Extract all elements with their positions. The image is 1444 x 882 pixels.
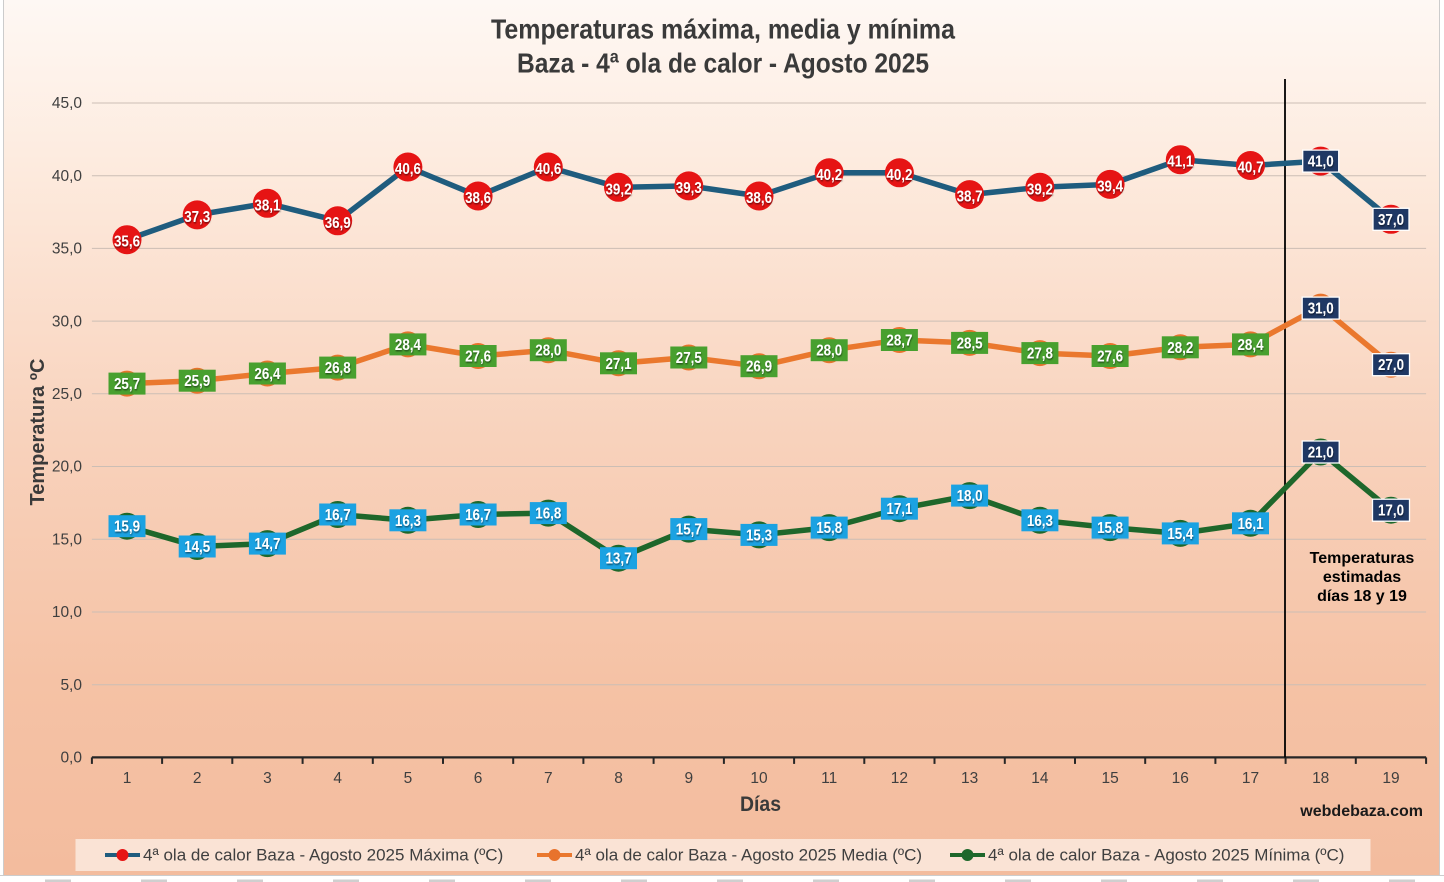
svg-text:41,0: 41,0: [1308, 154, 1334, 171]
svg-text:39,4: 39,4: [1097, 178, 1123, 195]
svg-text:25,0: 25,0: [52, 386, 83, 403]
svg-text:27,0: 27,0: [1378, 357, 1404, 374]
svg-text:7: 7: [544, 770, 553, 787]
svg-text:4: 4: [333, 770, 342, 787]
svg-text:4ª ola de calor Baza - Agosto: 4ª ola de calor Baza - Agosto 2025 Máxim…: [143, 846, 503, 865]
svg-text:26,4: 26,4: [254, 366, 280, 383]
svg-text:37,0: 37,0: [1378, 212, 1404, 229]
svg-text:14,5: 14,5: [184, 539, 210, 556]
svg-text:1: 1: [123, 770, 132, 787]
svg-text:15,8: 15,8: [1097, 520, 1123, 537]
svg-text:38,7: 38,7: [957, 189, 983, 206]
svg-text:28,5: 28,5: [957, 335, 983, 352]
svg-text:26,8: 26,8: [325, 360, 351, 377]
svg-text:13: 13: [961, 770, 978, 787]
svg-text:15: 15: [1101, 770, 1118, 787]
svg-text:11: 11: [821, 770, 837, 787]
svg-text:26,9: 26,9: [746, 359, 772, 376]
svg-text:38,6: 38,6: [746, 190, 772, 207]
svg-text:28,7: 28,7: [886, 333, 912, 350]
svg-text:14: 14: [1031, 770, 1049, 787]
svg-text:31,0: 31,0: [1308, 301, 1334, 318]
svg-text:38,6: 38,6: [465, 190, 491, 207]
svg-text:28,0: 28,0: [816, 343, 842, 360]
svg-text:Días: Días: [740, 793, 781, 816]
svg-text:5: 5: [404, 770, 413, 787]
svg-text:16,7: 16,7: [465, 507, 491, 524]
svg-text:Temperaturas: Temperaturas: [1310, 550, 1415, 567]
svg-text:39,2: 39,2: [606, 181, 632, 198]
svg-text:40,6: 40,6: [395, 161, 421, 178]
svg-text:18,0: 18,0: [957, 488, 983, 505]
svg-text:12: 12: [891, 770, 908, 787]
svg-text:17,1: 17,1: [886, 501, 912, 518]
svg-text:días 18 y 19: días 18 y 19: [1317, 588, 1407, 605]
svg-text:39,3: 39,3: [676, 180, 702, 197]
svg-text:37,3: 37,3: [184, 209, 210, 226]
svg-text:4ª ola de calor Baza - Agosto: 4ª ola de calor Baza - Agosto 2025 Mínim…: [988, 846, 1344, 865]
svg-text:38,1: 38,1: [254, 197, 280, 214]
svg-text:30,0: 30,0: [52, 313, 83, 330]
svg-text:28,4: 28,4: [1238, 337, 1264, 354]
svg-text:16: 16: [1172, 770, 1189, 787]
svg-text:17,0: 17,0: [1378, 503, 1404, 520]
svg-text:40,0: 40,0: [52, 168, 83, 185]
svg-text:21,0: 21,0: [1308, 445, 1334, 462]
svg-text:13,7: 13,7: [606, 551, 632, 568]
svg-text:41,1: 41,1: [1167, 154, 1193, 171]
svg-text:3: 3: [263, 770, 272, 787]
svg-text:estimadas: estimadas: [1323, 569, 1401, 586]
svg-text:15,4: 15,4: [1167, 526, 1193, 543]
svg-text:45,0: 45,0: [52, 95, 83, 112]
svg-text:20,0: 20,0: [52, 459, 83, 476]
svg-text:15,0: 15,0: [52, 532, 83, 549]
svg-text:10: 10: [750, 770, 768, 787]
svg-text:Temperaturas máxima, media y m: Temperaturas máxima, media y mínima: [491, 14, 955, 45]
svg-text:15,8: 15,8: [816, 520, 842, 537]
svg-text:25,7: 25,7: [114, 376, 140, 393]
svg-text:15,3: 15,3: [746, 527, 772, 544]
svg-text:19: 19: [1382, 770, 1399, 787]
svg-text:16,1: 16,1: [1238, 516, 1264, 533]
svg-text:27,5: 27,5: [676, 350, 702, 367]
svg-text:40,2: 40,2: [816, 167, 842, 184]
svg-text:35,6: 35,6: [114, 234, 140, 251]
svg-text:16,3: 16,3: [1027, 513, 1053, 530]
svg-text:Baza - 4ª ola de calor - Agost: Baza - 4ª ola de calor - Agosto 2025: [517, 48, 929, 79]
svg-text:40,6: 40,6: [535, 161, 561, 178]
svg-text:2: 2: [193, 770, 202, 787]
svg-text:27,6: 27,6: [1097, 349, 1123, 366]
svg-text:35,0: 35,0: [52, 241, 83, 258]
svg-text:25,9: 25,9: [184, 373, 210, 390]
svg-text:6: 6: [474, 770, 483, 787]
svg-text:17: 17: [1242, 770, 1259, 787]
svg-text:27,8: 27,8: [1027, 346, 1053, 363]
svg-text:27,6: 27,6: [465, 349, 491, 366]
svg-text:27,1: 27,1: [606, 356, 632, 373]
svg-text:14,7: 14,7: [254, 536, 280, 553]
svg-text:9: 9: [684, 770, 693, 787]
svg-text:webdebaza.com: webdebaza.com: [1299, 803, 1423, 820]
svg-text:Temperatura ºC: Temperatura ºC: [27, 359, 49, 506]
svg-text:39,2: 39,2: [1027, 181, 1053, 198]
svg-text:16,3: 16,3: [395, 513, 421, 530]
svg-text:8: 8: [614, 770, 623, 787]
svg-text:28,2: 28,2: [1167, 340, 1193, 357]
svg-text:15,9: 15,9: [114, 519, 140, 536]
svg-text:16,7: 16,7: [325, 507, 351, 524]
svg-text:4ª ola de calor Baza - Agosto: 4ª ola de calor Baza - Agosto 2025 Media…: [575, 846, 922, 865]
svg-text:15,7: 15,7: [676, 522, 702, 539]
svg-text:28,0: 28,0: [535, 343, 561, 360]
svg-text:0,0: 0,0: [60, 750, 82, 767]
svg-text:28,4: 28,4: [395, 337, 421, 354]
svg-text:5,0: 5,0: [60, 677, 82, 694]
svg-text:36,9: 36,9: [325, 215, 351, 232]
svg-text:40,2: 40,2: [886, 167, 912, 184]
svg-text:40,7: 40,7: [1238, 160, 1264, 177]
svg-text:10,0: 10,0: [52, 604, 83, 621]
svg-text:18: 18: [1312, 770, 1329, 787]
svg-text:16,8: 16,8: [535, 506, 561, 523]
